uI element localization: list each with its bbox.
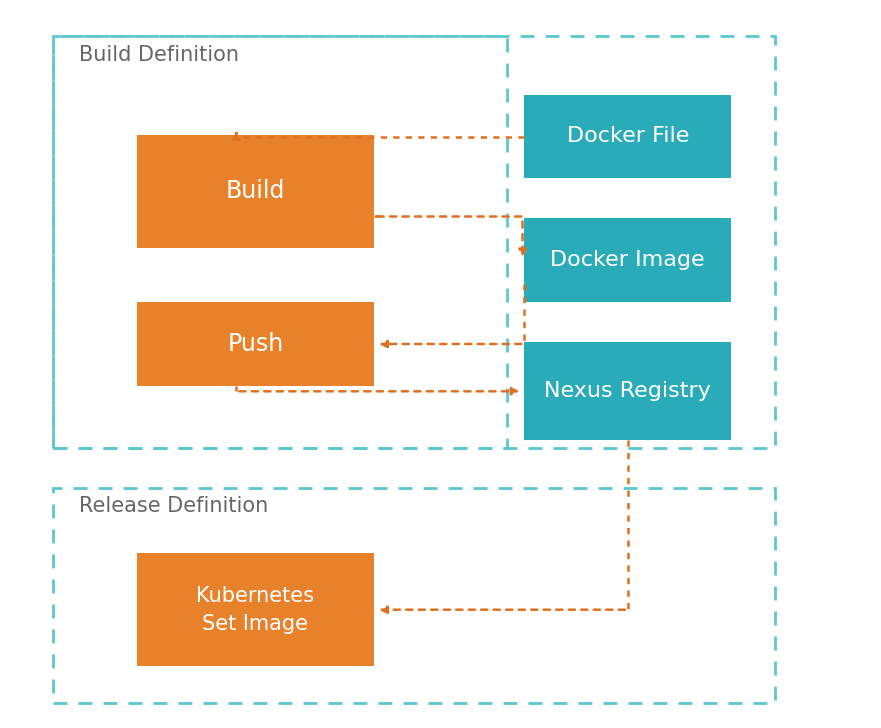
Text: Docker Image: Docker Image <box>551 250 705 270</box>
Text: Kubernetes
Set Image: Kubernetes Set Image <box>196 586 315 633</box>
FancyBboxPatch shape <box>137 302 374 386</box>
Text: Nexus Registry: Nexus Registry <box>544 381 711 401</box>
FancyBboxPatch shape <box>524 218 731 302</box>
Text: Push: Push <box>227 332 284 356</box>
Text: Release Definition: Release Definition <box>79 496 269 516</box>
Text: Build: Build <box>226 179 285 203</box>
FancyBboxPatch shape <box>524 342 731 440</box>
FancyBboxPatch shape <box>137 135 374 248</box>
Text: Docker File: Docker File <box>566 127 689 146</box>
FancyBboxPatch shape <box>524 95 731 178</box>
FancyBboxPatch shape <box>137 553 374 666</box>
Text: Build Definition: Build Definition <box>79 44 240 65</box>
